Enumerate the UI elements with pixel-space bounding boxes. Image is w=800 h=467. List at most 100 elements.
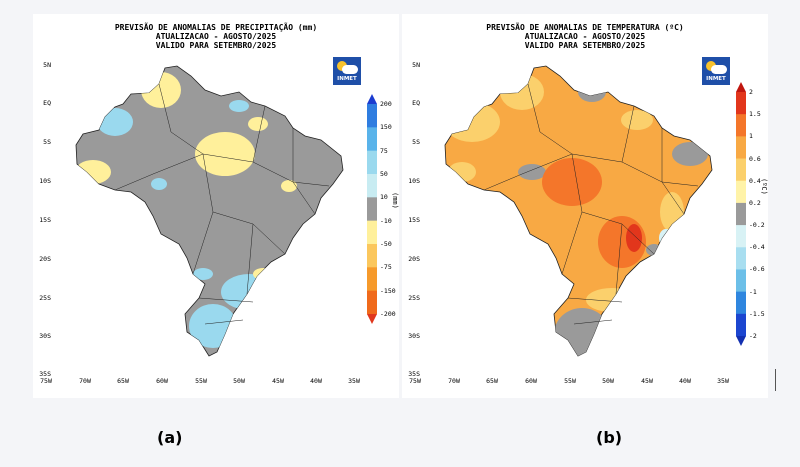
lat-label: 35S bbox=[39, 370, 51, 378]
colorbar-arrow-bottom bbox=[736, 336, 746, 346]
colorbar-unit: (ºC) bbox=[760, 178, 768, 195]
lat-label: 15S bbox=[39, 216, 51, 224]
edge-divider bbox=[775, 369, 776, 391]
colorbar-tick-label: 150 bbox=[380, 123, 392, 132]
state-borders bbox=[483, 83, 699, 325]
lon-label: 55W bbox=[195, 377, 207, 385]
colorbar-tick-label: 0.6 bbox=[749, 154, 761, 163]
colorbar-segment bbox=[367, 220, 377, 245]
lat-label: 5N bbox=[43, 61, 51, 69]
lon-label: 45W bbox=[641, 377, 653, 385]
cloud-icon bbox=[711, 65, 727, 74]
precipitation-colorbar bbox=[367, 94, 377, 324]
lat-label: EQ bbox=[43, 99, 51, 107]
lat-label: 35S bbox=[408, 370, 420, 378]
lat-label: 20S bbox=[39, 255, 51, 263]
colorbar-tick-label: 10 bbox=[380, 193, 388, 202]
colorbar-segment bbox=[736, 225, 746, 248]
lat-label: 15S bbox=[408, 216, 420, 224]
colorbar-tick-label: 200 bbox=[380, 100, 392, 108]
colorbar-tick-label: 50 bbox=[380, 170, 388, 178]
colorbar-segment bbox=[736, 158, 746, 182]
lon-label: 75W bbox=[409, 377, 421, 385]
colorbar-segment bbox=[736, 202, 746, 226]
lat-label: 5S bbox=[412, 138, 420, 146]
colorbar-tick-label: -0.2 bbox=[749, 221, 765, 230]
precipitation-anomaly-map bbox=[53, 62, 363, 372]
lon-label: 35W bbox=[717, 377, 729, 385]
panel-subtitle-update: ATUALIZACAO - AGOSTO/2025 bbox=[524, 32, 646, 41]
colorbar-arrow-top bbox=[736, 82, 746, 92]
lon-label: 75W bbox=[40, 377, 52, 385]
colorbar-segment bbox=[367, 174, 377, 198]
lon-label: 55W bbox=[564, 377, 576, 385]
panel-subtitle-valid: VALIDO PARA SETEMBRO/2025 bbox=[155, 41, 277, 50]
inmet-logo: INMET bbox=[702, 57, 730, 85]
lon-label: 70W bbox=[79, 377, 91, 385]
colorbar-segment bbox=[736, 247, 746, 270]
colorbar-segment bbox=[736, 291, 746, 315]
colorbar-segment bbox=[367, 127, 377, 152]
colorbar-tick-label: 1 bbox=[749, 132, 753, 141]
colorbar-segment bbox=[367, 290, 377, 315]
colorbar-tick-label: 75 bbox=[380, 146, 388, 155]
colorbar-tick-label: -0.4 bbox=[749, 243, 765, 252]
colorbar-tick-label: -200 bbox=[380, 310, 396, 318]
colorbar-tick-label: 1.5 bbox=[749, 110, 761, 119]
colorbar-tick-label: -75 bbox=[380, 263, 392, 272]
colorbar-segment bbox=[736, 92, 746, 115]
lon-label: 50W bbox=[602, 377, 614, 385]
colorbar-segment bbox=[736, 114, 746, 137]
lat-label: 30S bbox=[408, 332, 420, 340]
lon-label: 50W bbox=[233, 377, 245, 385]
colorbar-segment bbox=[367, 104, 377, 128]
inmet-logo: INMET bbox=[333, 57, 361, 85]
precipitation-anomaly-panel: PREVISÃO DE ANOMALIAS DE PRECIPITAÇÃO (m… bbox=[33, 14, 399, 398]
colorbar-segment bbox=[367, 244, 377, 268]
colorbar-segment bbox=[367, 197, 377, 222]
temperature-colorbar bbox=[736, 82, 746, 346]
colorbar-segment bbox=[736, 269, 746, 293]
colorbar-tick-label: 0.4 bbox=[749, 176, 761, 185]
temperature-anomaly-map bbox=[422, 62, 732, 372]
colorbar-segment bbox=[367, 150, 377, 175]
lon-label: 65W bbox=[117, 377, 129, 385]
lat-label: 25S bbox=[408, 294, 420, 302]
lat-label: 10S bbox=[39, 177, 51, 185]
lon-label: 35W bbox=[348, 377, 360, 385]
colorbar-tick-label: -1 bbox=[749, 287, 757, 296]
lon-label: 60W bbox=[156, 377, 168, 385]
lat-label: 30S bbox=[39, 332, 51, 340]
lon-label: 45W bbox=[272, 377, 284, 385]
lon-label: 65W bbox=[486, 377, 498, 385]
colorbar-segment bbox=[736, 180, 746, 204]
colorbar-tick-label: 2 bbox=[749, 88, 753, 96]
cloud-icon bbox=[342, 65, 358, 74]
panel-title: PREVISÃO DE ANOMALIAS DE PRECIPITAÇÃO (m… bbox=[114, 23, 318, 32]
panel-subtitle-valid: VALIDO PARA SETEMBRO/2025 bbox=[524, 41, 646, 50]
lon-label: 60W bbox=[525, 377, 537, 385]
lat-label: 20S bbox=[408, 255, 420, 263]
state-borders bbox=[114, 83, 330, 325]
colorbar-tick-label: -0.6 bbox=[749, 265, 765, 274]
lat-label: 25S bbox=[39, 294, 51, 302]
caption-a: (a) bbox=[157, 428, 183, 447]
colorbar-arrow-top bbox=[367, 94, 377, 104]
colorbar-segment bbox=[736, 136, 746, 160]
colorbar-tick-label: -10 bbox=[380, 216, 392, 225]
lon-label: 40W bbox=[679, 377, 691, 385]
colorbar-tick-label: -1.5 bbox=[749, 309, 765, 318]
temperature-anomaly-panel: PREVISÃO DE ANOMALIAS DE TEMPERATURA (ºC… bbox=[402, 14, 768, 398]
colorbar-segment bbox=[367, 267, 377, 292]
logo-text: INMET bbox=[337, 76, 357, 82]
lat-label: 5N bbox=[412, 61, 420, 69]
lat-label: EQ bbox=[412, 99, 420, 107]
lon-label: 40W bbox=[310, 377, 322, 385]
caption-b: (b) bbox=[596, 428, 623, 447]
colorbar-unit: (mm) bbox=[391, 192, 399, 209]
colorbar-arrow-bottom bbox=[367, 314, 377, 324]
colorbar-tick-label: -150 bbox=[380, 286, 396, 295]
logo-text: INMET bbox=[706, 76, 726, 82]
panel-subtitle-update: ATUALIZACAO - AGOSTO/2025 bbox=[155, 32, 277, 41]
lat-label: 5S bbox=[43, 138, 51, 146]
